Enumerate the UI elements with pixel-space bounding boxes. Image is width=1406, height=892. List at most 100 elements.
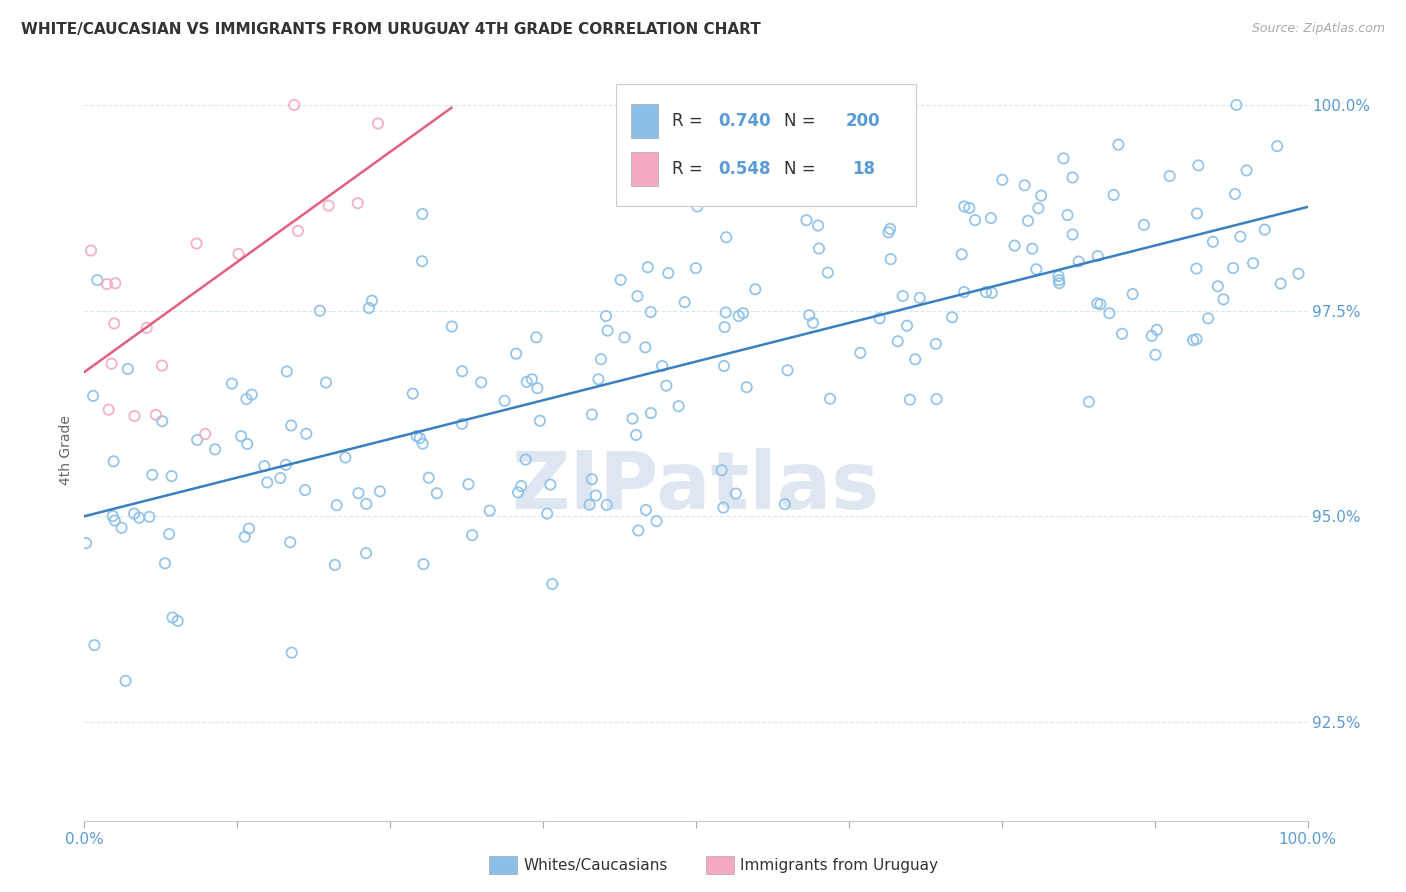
Point (135, 320, 157, 334)
Point (1236, 163, 1258, 178)
Point (367, 116, 389, 130)
Point (807, 219, 830, 233)
Text: 18: 18 (852, 161, 876, 178)
Point (96, 277, 118, 291)
Point (536, 507, 558, 521)
Point (668, 399, 690, 413)
Point (516, 375, 538, 389)
Point (1067, 254, 1090, 268)
Point (673, 295, 696, 310)
Point (318, 199, 340, 213)
Point (716, 230, 738, 244)
Point (1085, 296, 1108, 310)
Point (354, 546, 377, 560)
Point (1017, 214, 1039, 228)
Point (1206, 279, 1229, 293)
Point (235, 392, 257, 406)
Point (274, 458, 297, 472)
Point (799, 308, 821, 322)
Point (101, 509, 124, 524)
Point (186, 236, 208, 251)
Point (150, 359, 173, 373)
Point (640, 406, 662, 420)
Point (651, 359, 673, 373)
Point (1212, 293, 1234, 307)
Point (361, 293, 384, 308)
Point (688, 189, 710, 203)
Point (240, 387, 263, 401)
Point (1254, 222, 1277, 236)
Point (735, 380, 758, 394)
Y-axis label: 4th Grade: 4th Grade (59, 416, 73, 485)
Point (323, 558, 346, 572)
Point (418, 471, 440, 485)
Point (1090, 297, 1112, 311)
Point (412, 557, 434, 571)
Point (253, 459, 276, 474)
Point (1185, 261, 1208, 276)
Point (117, 362, 139, 376)
Point (898, 392, 921, 407)
Point (1159, 169, 1181, 183)
Point (150, 414, 173, 428)
Point (879, 222, 901, 236)
Point (110, 521, 132, 535)
Point (357, 301, 380, 315)
Point (626, 289, 648, 303)
Point (731, 306, 754, 320)
Point (953, 199, 976, 213)
Point (529, 414, 551, 428)
Point (713, 359, 735, 373)
Point (1052, 152, 1074, 166)
Point (685, 261, 707, 276)
Point (1047, 268, 1070, 283)
Point (1187, 158, 1209, 172)
Point (411, 207, 433, 221)
Point (229, 429, 252, 443)
Point (538, 477, 561, 491)
Point (710, 463, 733, 477)
Point (613, 330, 636, 344)
Point (1077, 394, 1099, 409)
FancyBboxPatch shape (631, 153, 658, 186)
Point (1028, 201, 1050, 215)
Point (1241, 256, 1264, 270)
Point (585, 488, 607, 502)
Point (457, 477, 479, 491)
Point (596, 324, 619, 338)
Point (980, 211, 1002, 226)
Point (104, 514, 127, 528)
Point (869, 311, 891, 326)
Point (354, 497, 377, 511)
Point (325, 498, 347, 512)
Point (294, 483, 316, 497)
Point (908, 291, 931, 305)
Text: WHITE/CAUCASIAN VS IMMIGRANTS FROM URUGUAY 4TH GRADE CORRELATION CHART: WHITE/CAUCASIAN VS IMMIGRANTS FROM URUGU… (21, 22, 761, 37)
Point (621, 411, 644, 425)
Point (1102, 188, 1125, 202)
Point (991, 173, 1014, 187)
Point (233, 530, 256, 544)
Point (1098, 306, 1121, 320)
Point (801, 316, 824, 330)
Text: ZIPatlas: ZIPatlas (512, 449, 880, 526)
Point (80, 244, 103, 258)
Point (276, 364, 298, 378)
Point (524, 330, 547, 344)
Point (103, 317, 125, 331)
Text: Whites/Caucasians: Whites/Caucasians (523, 858, 668, 872)
Point (104, 277, 127, 291)
Point (887, 334, 910, 349)
Point (745, 186, 768, 200)
Point (409, 431, 432, 445)
Point (596, 498, 619, 512)
Point (1047, 273, 1070, 287)
Text: N =: N = (785, 112, 821, 130)
Point (925, 336, 948, 351)
Point (744, 282, 766, 296)
Point (426, 486, 449, 500)
Point (1223, 187, 1246, 202)
Point (505, 346, 527, 360)
Point (124, 409, 146, 423)
Point (1185, 206, 1208, 220)
